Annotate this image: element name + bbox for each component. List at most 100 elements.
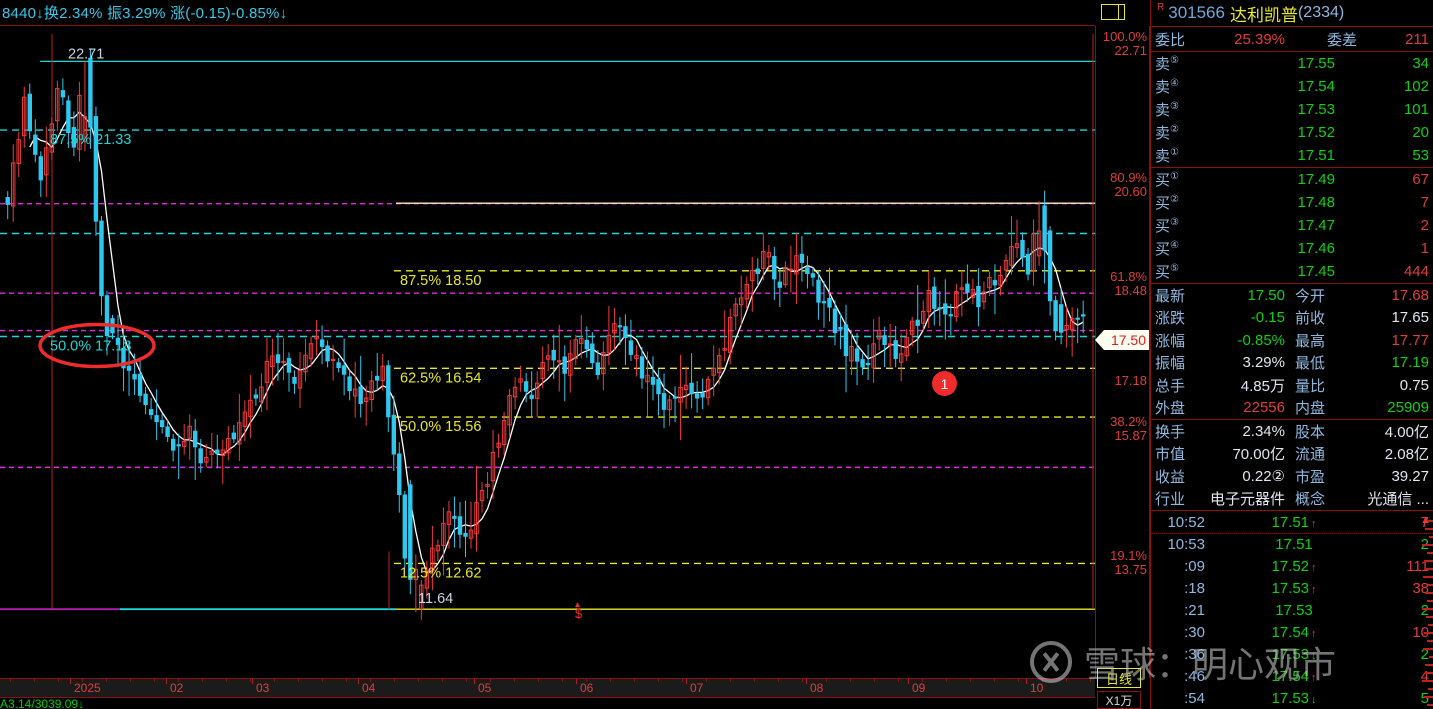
- order-book-row[interactable]: 卖② 17.52 20: [1151, 121, 1433, 144]
- candle-body: [777, 281, 782, 288]
- order-book-row[interactable]: 买③ 17.47 2: [1151, 214, 1433, 237]
- dividend-arrow-icon: [575, 602, 580, 608]
- candle-body: [772, 256, 777, 280]
- quote-stat-row: 涨跌 -0.15 前收 17.65: [1151, 307, 1433, 330]
- order-book-row[interactable]: 卖③ 17.53 101: [1151, 98, 1433, 121]
- industry-row[interactable]: 行业 电子元器件 概念 光通信 ...: [1151, 488, 1433, 511]
- trade-tick-row[interactable]: :46 17.54 ↑ 4: [1151, 665, 1433, 687]
- ask-book[interactable]: 卖⑤ 17.55 34 卖④ 17.54 102 卖③ 17.53 101 卖② 17.52 20 卖①…: [1151, 52, 1433, 167]
- tick-direction-icon: ↑: [1311, 561, 1317, 574]
- quote-stat-value: -0.15: [1250, 309, 1285, 327]
- order-book-level: ①: [1170, 147, 1179, 158]
- chart-marker-1[interactable]: 1: [932, 371, 957, 396]
- trade-tick-row[interactable]: :09 17.52 ↑ 111: [1151, 555, 1433, 577]
- trade-tick-row[interactable]: :21 17.53 2: [1151, 599, 1433, 621]
- order-book-row[interactable]: 买② 17.48 7: [1151, 191, 1433, 214]
- scroll-up-icon[interactable]: ▲: [1420, 514, 1431, 526]
- candle-body: [568, 353, 573, 376]
- order-book-level: ①: [1170, 171, 1179, 182]
- date-axis-minor-tick: [346, 679, 347, 682]
- candle-body: [253, 394, 259, 399]
- date-axis-minor-tick: [178, 679, 179, 682]
- candle-body: [910, 320, 915, 335]
- tick-direction-icon: ↑: [1311, 671, 1317, 684]
- candle-body: [474, 502, 479, 535]
- quote-stat-value: 17.50: [1247, 286, 1285, 304]
- order-book-row[interactable]: 卖① 17.51 53: [1151, 144, 1433, 167]
- candle-body: [259, 386, 264, 403]
- candle-body: [733, 303, 738, 317]
- order-book-volume: 53: [1412, 147, 1429, 164]
- candle-body: [1047, 230, 1053, 302]
- candle-body: [71, 127, 77, 148]
- candle-body: [60, 90, 66, 98]
- tick-volume-bar: [1429, 656, 1433, 658]
- order-ratio-label: 委比: [1155, 31, 1186, 49]
- candle-body: [341, 365, 347, 375]
- trade-tick-list[interactable]: 10:52 17.51↑ 7 10:53 17.51 2:09 17.52↑ 111:18 17…: [1151, 511, 1433, 709]
- candle-body: [171, 438, 176, 451]
- status-bar-text: 8440↓换2.34% 振3.29% 涨(-0.15)-0.85%↓: [2, 5, 288, 22]
- price-axis-pct: 100.0%: [1102, 29, 1147, 44]
- candle-body: [303, 354, 308, 373]
- price-axis-tick: 80.9% 20.60: [1110, 171, 1147, 199]
- date-axis-tickmark: [686, 679, 687, 684]
- candle-body: [187, 425, 192, 439]
- date-axis-minor-tick: [730, 679, 731, 682]
- candle-body: [435, 545, 441, 552]
- candle-body: [441, 522, 446, 547]
- quote-stat-value: -0.85%: [1237, 331, 1285, 349]
- order-book-row[interactable]: 买④ 17.46 1: [1151, 237, 1433, 260]
- period-selector[interactable]: 日线: [1097, 668, 1141, 688]
- trade-tick-row[interactable]: :30 17.54 ↑ 10: [1151, 621, 1433, 643]
- concept-label: 概念: [1295, 491, 1326, 509]
- tick-volume: 10: [1412, 623, 1429, 641]
- candle-body: [77, 94, 82, 150]
- candle-body: [364, 397, 369, 402]
- order-book-row[interactable]: 买⑤ 17.45 444: [1151, 260, 1433, 283]
- order-book-row[interactable]: 买① 17.49 67: [1151, 168, 1433, 191]
- candle-body: [755, 268, 760, 274]
- chart-annotation: 11.64: [418, 591, 453, 607]
- candle-body: [832, 308, 838, 334]
- candle-body: [1081, 314, 1086, 317]
- order-book-row[interactable]: 卖④ 17.54 102: [1151, 75, 1433, 98]
- candle-body: [468, 529, 474, 539]
- candle-body: [761, 251, 766, 269]
- layout-toggle-icon[interactable]: [1101, 4, 1125, 20]
- candle-body: [66, 100, 71, 134]
- trade-tick-row[interactable]: :36 17.53 ↓ 2: [1151, 643, 1433, 665]
- trade-tick-row[interactable]: 10:52 17.51 ↑ 7: [1151, 511, 1433, 533]
- candle-body: [325, 345, 330, 362]
- date-axis-minor-tick: [922, 679, 923, 682]
- price-axis-tick: 19.1% 13.75: [1110, 549, 1147, 577]
- candle-body: [865, 363, 871, 366]
- trade-tick-row[interactable]: :54 17.53 ↓ 5: [1151, 687, 1433, 709]
- candle-body: [209, 450, 215, 455]
- order-book-row[interactable]: 卖⑤ 17.55 34: [1151, 52, 1433, 75]
- candle-body: [501, 420, 507, 445]
- order-book-price: 17.47: [1297, 217, 1335, 234]
- trade-tick-row[interactable]: :18 17.53 ↑ 38: [1151, 577, 1433, 599]
- candle-body: [584, 339, 589, 350]
- candle-body: [650, 376, 656, 385]
- quote-stat-label: 涨跌: [1155, 310, 1186, 328]
- candle-body: [126, 365, 132, 371]
- moving-average-line: [29, 111, 1084, 574]
- candle-body: [717, 355, 722, 374]
- scale-indicator: X1万: [1097, 691, 1141, 709]
- highlight-ellipse: [38, 322, 156, 369]
- candlestick-chart[interactable]: 22.71 11.64 87.5% 21.33 50.0% 17.18 87.5% 18…: [0, 26, 1095, 678]
- tick-volume: 2: [1420, 645, 1429, 663]
- date-axis-tick: 06: [580, 681, 594, 695]
- candle-body: [744, 284, 749, 300]
- order-book-level: ③: [1170, 101, 1179, 112]
- date-axis: 2025 02 03 04 05 06 07 08 09 10: [0, 678, 1095, 698]
- tick-volume-bar: [1425, 592, 1433, 594]
- candle-body: [921, 311, 926, 324]
- candle-body: [562, 356, 567, 374]
- bid-book[interactable]: 买① 17.49 67 买② 17.48 7 买③ 17.47 2 买④ 17.46 1 买⑤ 17.45…: [1151, 168, 1433, 283]
- quote-stat-label: 今开: [1295, 287, 1326, 305]
- quote-header[interactable]: R 301566 达利凯普 (2334): [1101, 0, 1433, 27]
